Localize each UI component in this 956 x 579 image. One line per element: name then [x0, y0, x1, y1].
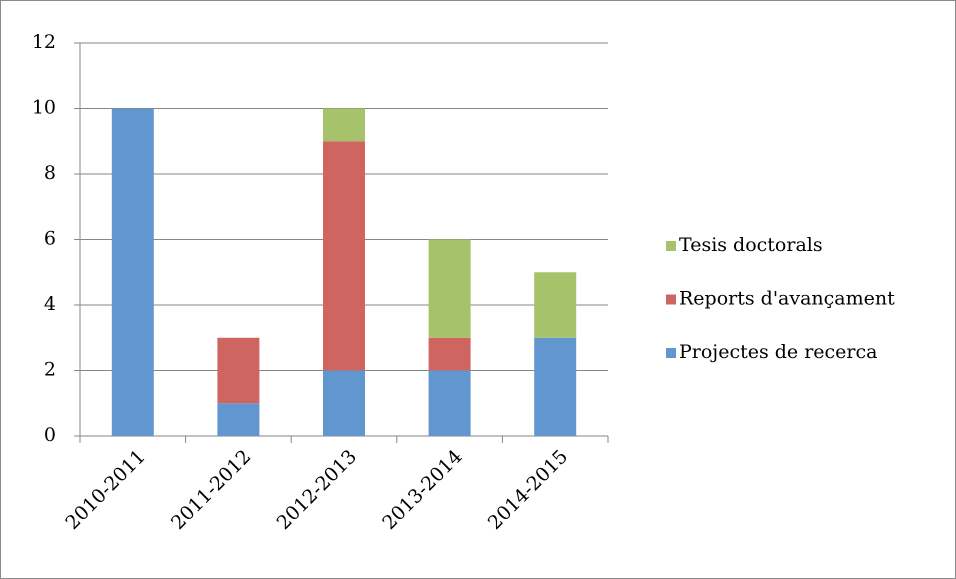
- legend-swatch: [666, 294, 676, 305]
- y-tick-label: 12: [32, 31, 56, 53]
- bar-segment: [534, 337, 577, 436]
- y-tick-label: 6: [44, 228, 56, 250]
- bar-segment: [428, 370, 471, 436]
- bar-segment: [323, 370, 365, 436]
- bar-segment: [534, 272, 577, 338]
- bar-segment: [217, 403, 260, 436]
- bar-segment: [323, 141, 365, 371]
- bar-segment: [111, 108, 154, 436]
- y-tick-label: 0: [44, 424, 56, 446]
- legend-label: Tesis doctorals: [679, 234, 823, 256]
- bar-segment: [428, 337, 471, 371]
- legend-label: Projectes de recerca: [679, 341, 877, 363]
- legend-swatch: [666, 348, 676, 358]
- bar-segment: [428, 239, 471, 338]
- bar-segment: [323, 108, 365, 142]
- y-tick-label: 4: [44, 293, 56, 315]
- legend-label: Reports d'avançament: [679, 288, 895, 310]
- y-tick-label: 2: [44, 359, 56, 381]
- legend-swatch: [666, 241, 676, 251]
- y-tick-label: 8: [44, 162, 56, 184]
- bar-segment: [217, 337, 260, 404]
- y-tick-label: 10: [32, 97, 56, 119]
